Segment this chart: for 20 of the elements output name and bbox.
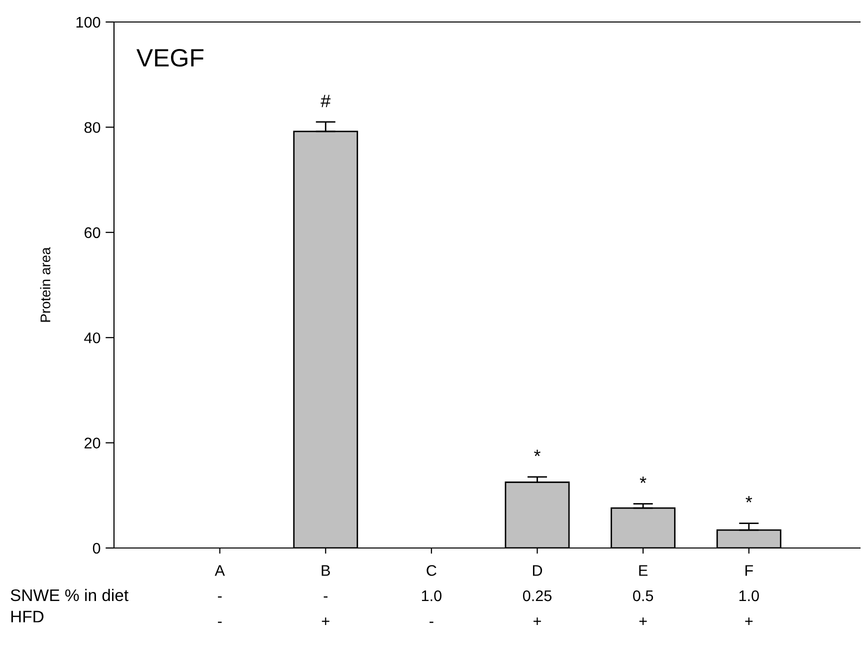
category-label: B - + (322, 565, 330, 626)
annotation: * (534, 450, 540, 456)
y-tick-label: 20 (84, 438, 100, 448)
y-tick-label: 0 (92, 542, 100, 554)
text: SNWE % in diet (10, 588, 128, 602)
x-tick-label: D 0.25 + (522, 565, 552, 626)
x-tick-label: F 1.0 + (739, 565, 759, 626)
annotation: # (320, 94, 331, 108)
y-tick-label: 60 (84, 227, 100, 238)
x-tick-label: E 0.5 + (633, 565, 654, 626)
y-tick-label: 80 (84, 122, 100, 133)
annotation: * (746, 496, 752, 502)
y-axis-title: Protein area (40, 247, 50, 322)
annotation: * (640, 476, 646, 483)
category-label: A - - (214, 565, 225, 623)
y-tick-label: 100 (76, 16, 100, 28)
category-label: C 1.0 - (422, 565, 442, 623)
text: VEGF (136, 48, 204, 67)
text: HFD (11, 610, 44, 622)
y-tick-label: 40 (84, 332, 100, 344)
